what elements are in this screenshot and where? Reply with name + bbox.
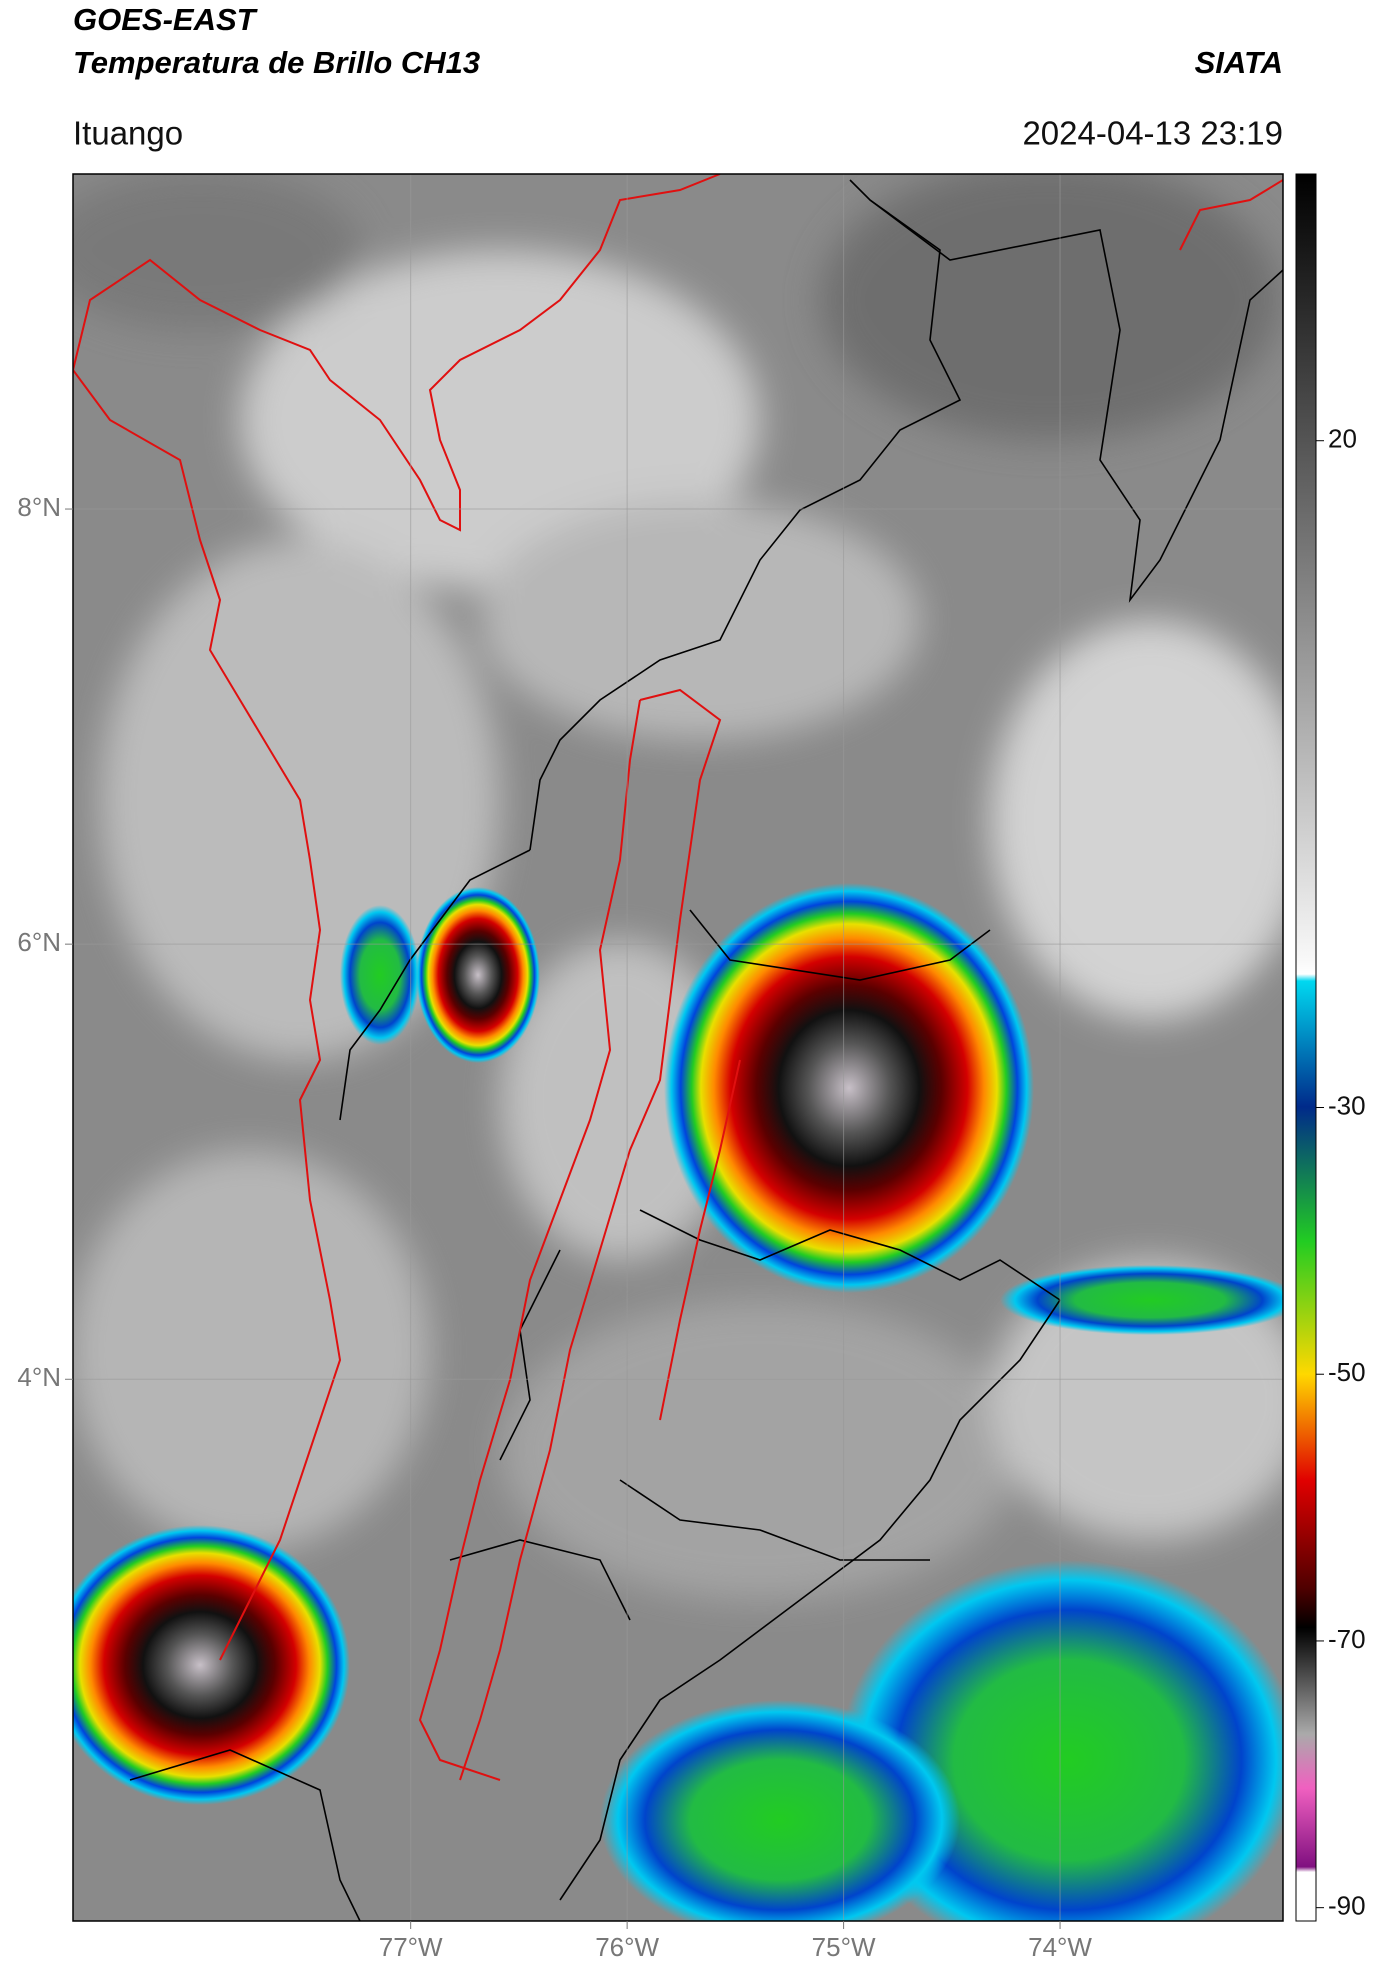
y-tick-label: 8°N: [17, 492, 61, 522]
colorbar-tick-label: -90: [1328, 1891, 1366, 1921]
x-tick-label: 76°W: [595, 1932, 659, 1962]
y-tick-label: 4°N: [17, 1362, 61, 1392]
colorbar-tick-label: 20: [1328, 424, 1357, 454]
brand: SIATA: [1195, 45, 1283, 80]
colorbar-tick-label: -70: [1328, 1624, 1366, 1654]
x-tick-label: 74°W: [1028, 1932, 1092, 1962]
x-tick-label: 77°W: [379, 1932, 443, 1962]
x-tick-label: 75°W: [812, 1932, 876, 1962]
datetime: 2024-04-13 23:19: [1022, 115, 1283, 152]
subtitle: Temperatura de Brillo CH13: [73, 45, 480, 80]
colorbar-tick-label: -50: [1328, 1357, 1366, 1387]
y-tick-label: 6°N: [17, 927, 61, 957]
colorbar-tick-label: -30: [1328, 1090, 1366, 1120]
title: GOES-EAST: [73, 2, 259, 37]
location: Ituango: [73, 115, 183, 152]
map-frame: [72, 173, 1284, 1922]
colorbar: [1295, 173, 1317, 1922]
satellite-image: [73, 174, 1283, 1921]
